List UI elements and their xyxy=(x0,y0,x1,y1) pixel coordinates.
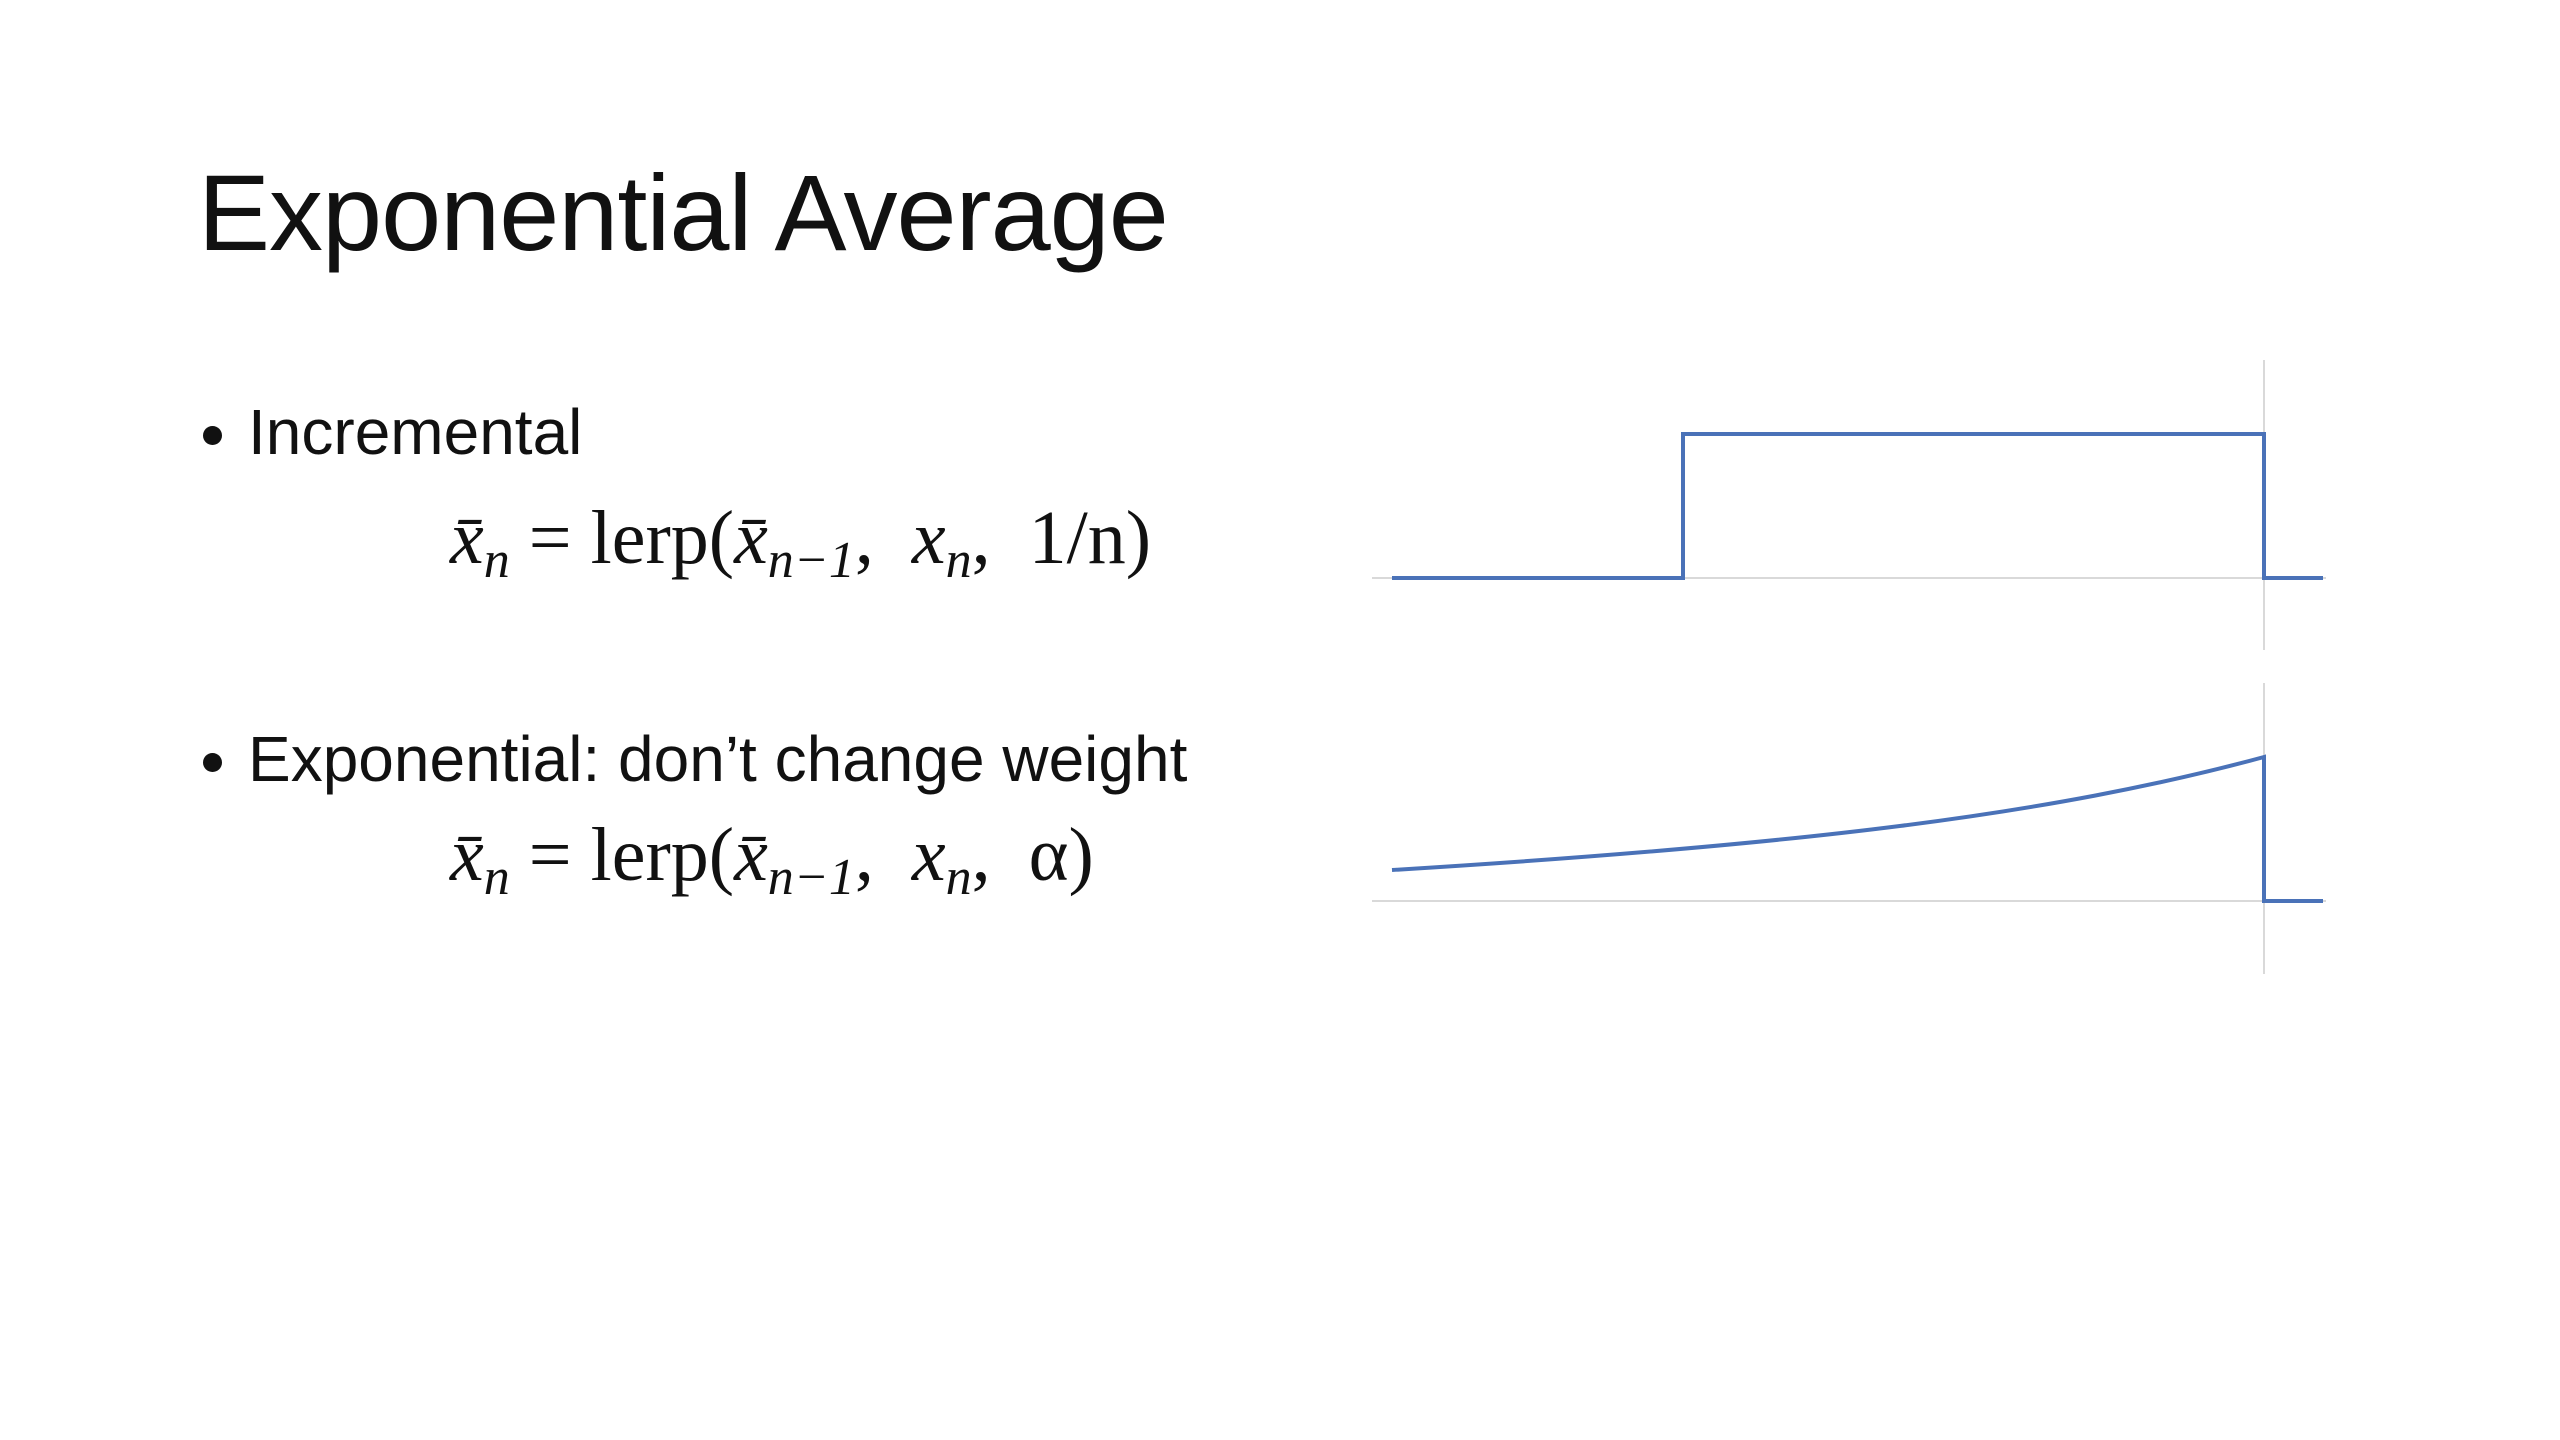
slide-title: Exponential Average xyxy=(198,152,1169,273)
formula-part: = lerp( xyxy=(509,813,735,897)
bullet-list: Incremental xyxy=(200,395,582,469)
formula-part: x̄ xyxy=(450,813,484,897)
bullet: Incremental xyxy=(248,395,582,469)
formula-subscript: n−1 xyxy=(767,532,855,589)
step-weight-curve xyxy=(1392,432,2323,580)
bullet-list: Exponential: don’t change weight xyxy=(200,722,1187,796)
formula-subscript: n xyxy=(945,532,972,589)
formula-subscript: n xyxy=(945,849,972,906)
formula-part: , α) xyxy=(971,813,1094,897)
formula: x̄n = lerp(x̄n−1, xn, 1/n) xyxy=(450,495,1151,590)
formula: x̄n = lerp(x̄n−1, xn, α) xyxy=(450,812,1094,907)
formula-part: x xyxy=(911,813,946,897)
formula-part: , 1/n) xyxy=(971,496,1152,580)
bullet: Exponential: don’t change weight xyxy=(248,722,1187,796)
formula-subscript: n xyxy=(483,532,510,589)
formula-part: , xyxy=(854,813,912,897)
formula-part: = lerp( xyxy=(509,496,735,580)
formula-subscript: n xyxy=(483,849,510,906)
formula-subscript: n−1 xyxy=(767,849,855,906)
formula-part: x̄ xyxy=(450,496,484,580)
exponential-weight-curve xyxy=(1391,754,2323,903)
formula-part: , xyxy=(854,496,912,580)
formula-part: x̄ xyxy=(734,813,768,897)
formula-part: x xyxy=(911,496,946,580)
formula-part: x̄ xyxy=(734,496,768,580)
